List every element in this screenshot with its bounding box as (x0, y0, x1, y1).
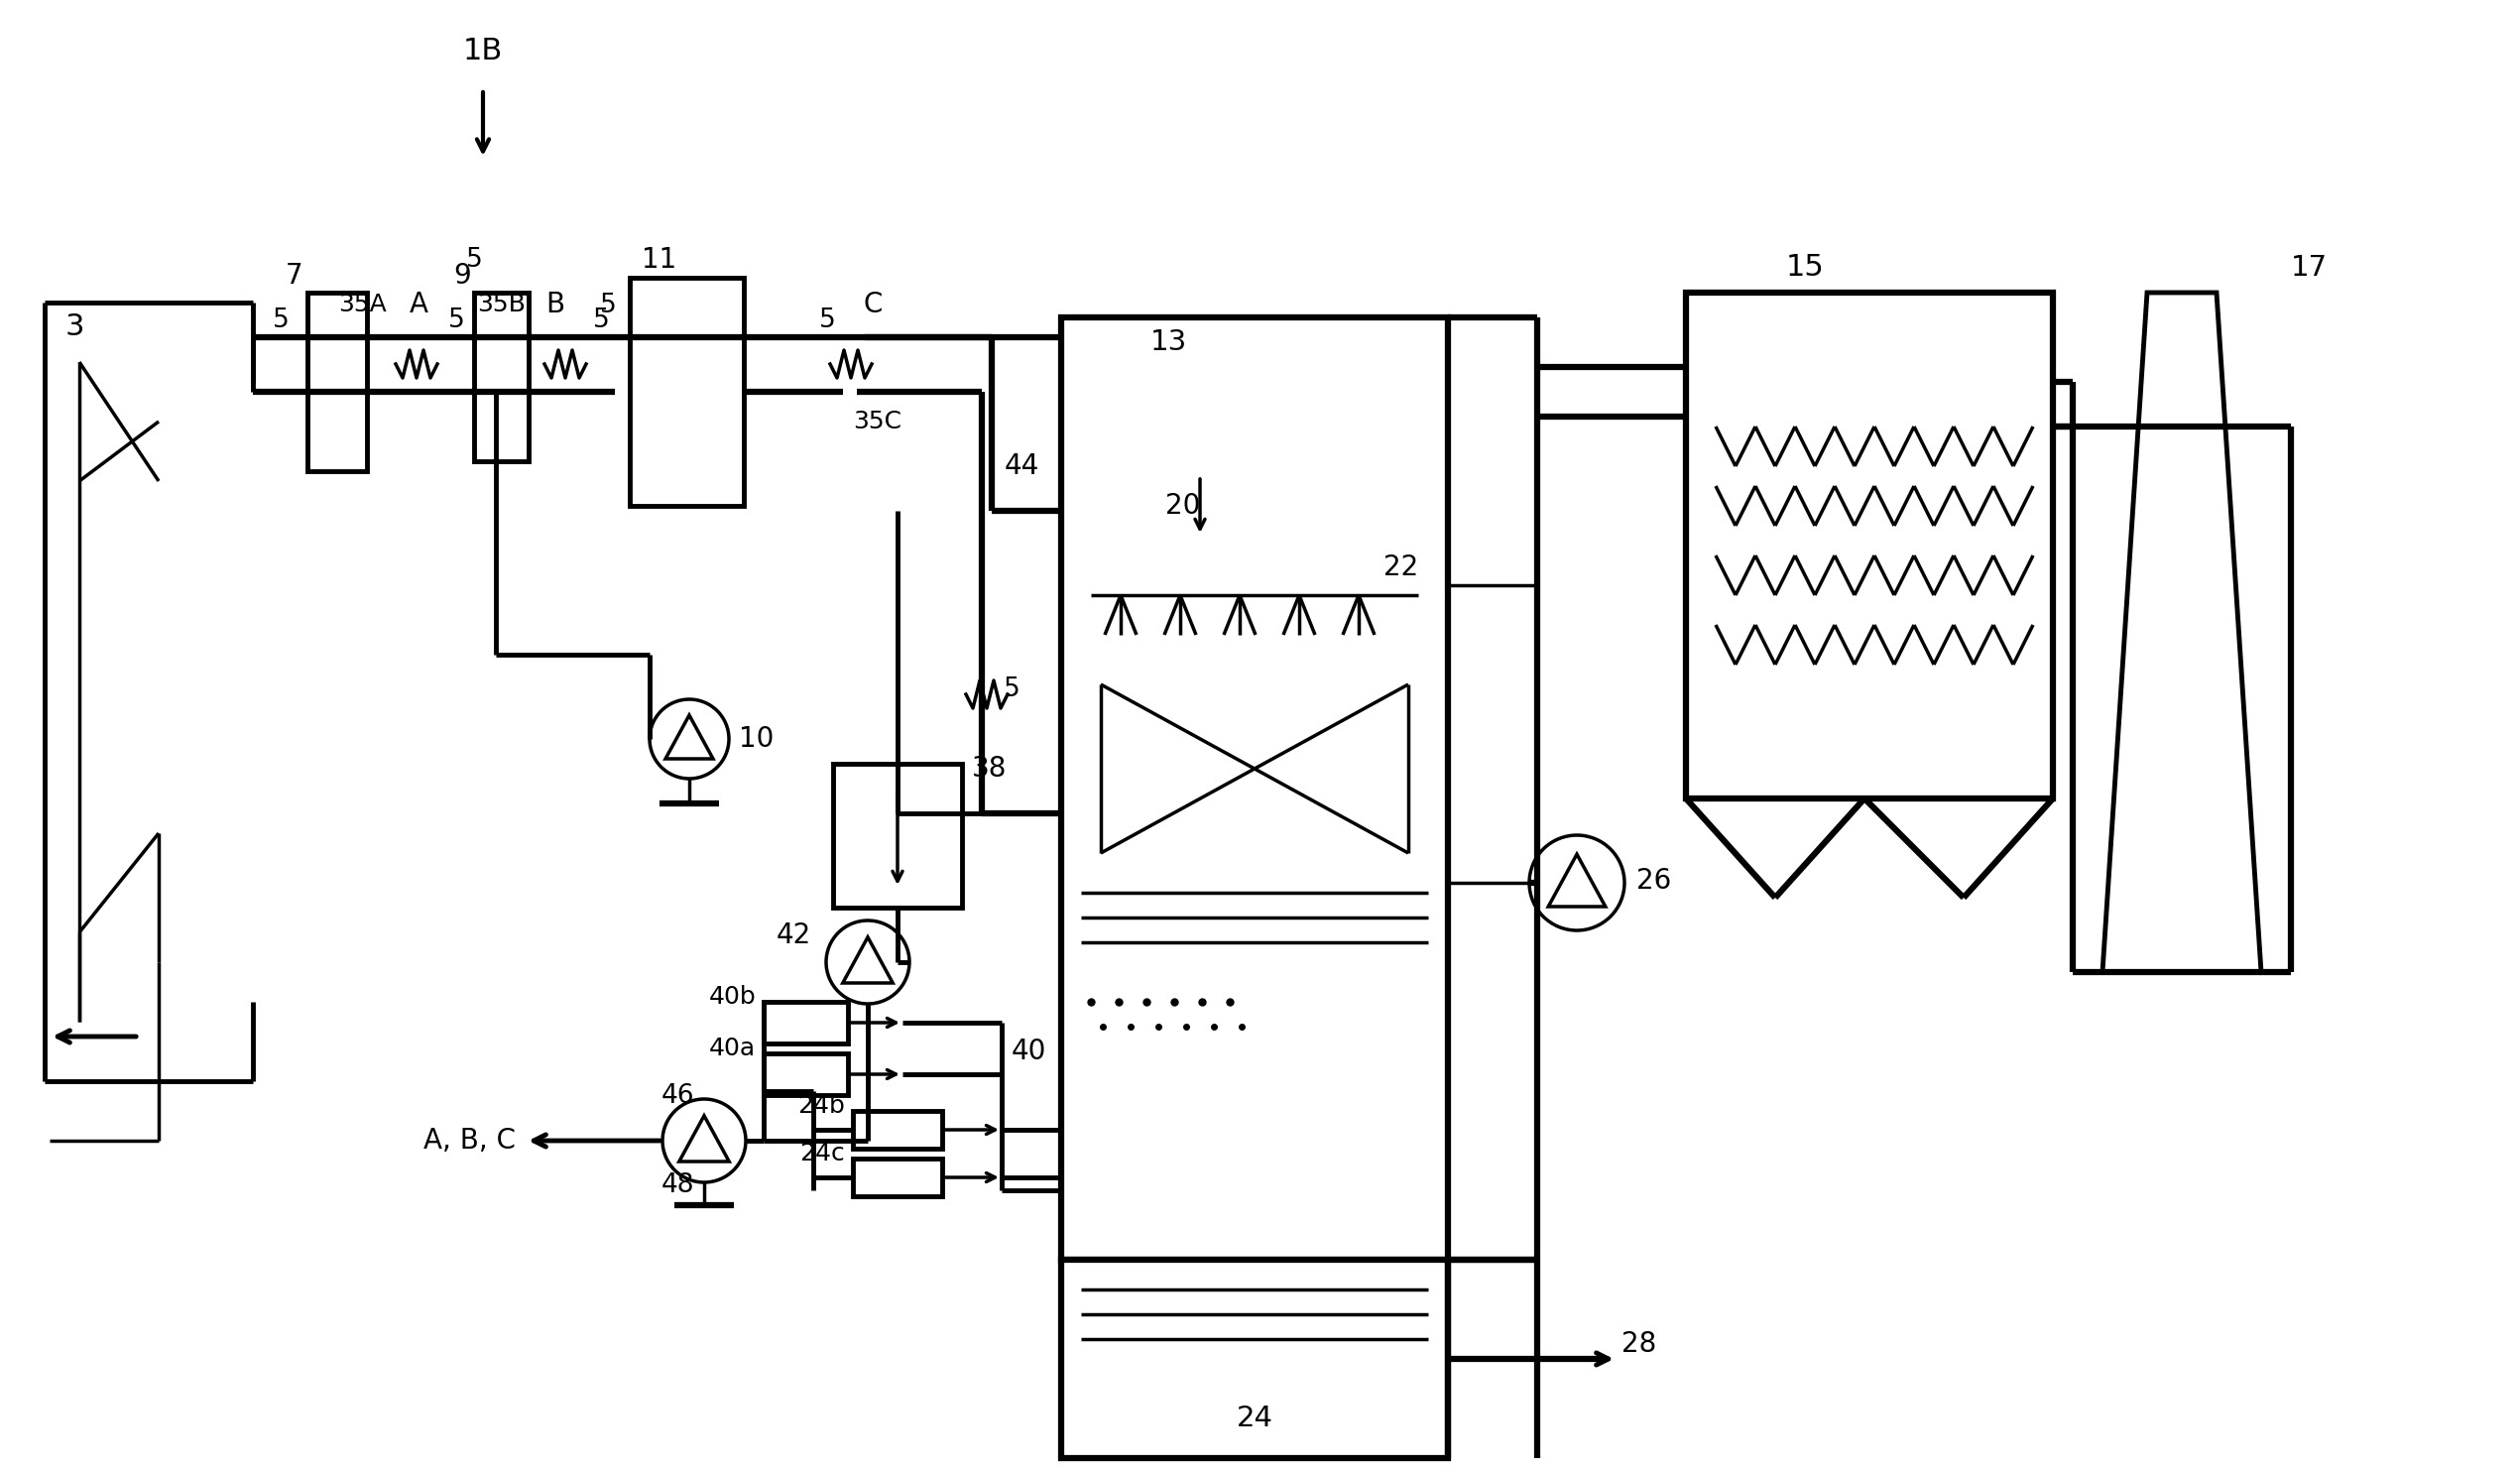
Text: 11: 11 (643, 245, 675, 273)
Text: 20: 20 (1164, 492, 1200, 520)
Text: 26: 26 (1635, 867, 1671, 895)
Text: 35A: 35A (338, 293, 386, 316)
Text: 5: 5 (272, 307, 290, 334)
Bar (764, 1054, 847, 1095)
Text: 40a: 40a (708, 1036, 756, 1060)
Text: 48: 48 (660, 1173, 693, 1198)
Text: 3: 3 (66, 313, 83, 341)
Text: 24: 24 (1237, 1404, 1273, 1432)
Text: 15: 15 (1787, 253, 1824, 282)
Bar (474, 293, 529, 462)
Text: 40b: 40b (708, 985, 756, 1008)
Text: 5: 5 (819, 307, 837, 334)
Bar (1061, 318, 1449, 1260)
Text: A, B, C: A, B, C (423, 1127, 517, 1154)
Text: 5: 5 (592, 307, 610, 334)
Bar (307, 293, 368, 472)
Text: 13: 13 (1152, 328, 1187, 356)
Bar (1686, 293, 2054, 798)
Text: B: B (547, 291, 564, 319)
Text: 1B: 1B (464, 37, 504, 66)
Text: 35C: 35C (852, 410, 902, 434)
Text: A: A (408, 291, 428, 319)
Text: 28: 28 (1620, 1330, 1656, 1358)
Text: 10: 10 (738, 725, 774, 753)
Text: 35B: 35B (476, 293, 527, 316)
Text: 22: 22 (1383, 554, 1419, 581)
Bar (630, 278, 743, 506)
Text: 5: 5 (466, 247, 484, 273)
Text: 24b: 24b (796, 1094, 844, 1117)
Bar (1061, 1260, 1449, 1458)
Text: 46: 46 (660, 1083, 693, 1108)
Text: 5: 5 (449, 307, 464, 334)
Text: 42: 42 (776, 922, 811, 950)
Text: 7: 7 (285, 262, 302, 290)
Bar (852, 1111, 942, 1148)
Text: 38: 38 (973, 754, 1008, 782)
Text: 5: 5 (600, 293, 617, 319)
Text: 9: 9 (454, 262, 471, 290)
Bar (834, 764, 963, 907)
Text: 40: 40 (1011, 1038, 1046, 1066)
Text: 17: 17 (2291, 254, 2328, 282)
Text: C: C (862, 291, 882, 319)
Bar (764, 1003, 847, 1044)
Text: 24c: 24c (799, 1142, 844, 1166)
Text: 44: 44 (1005, 453, 1041, 481)
Bar (852, 1158, 942, 1197)
Text: 5: 5 (1003, 676, 1021, 703)
